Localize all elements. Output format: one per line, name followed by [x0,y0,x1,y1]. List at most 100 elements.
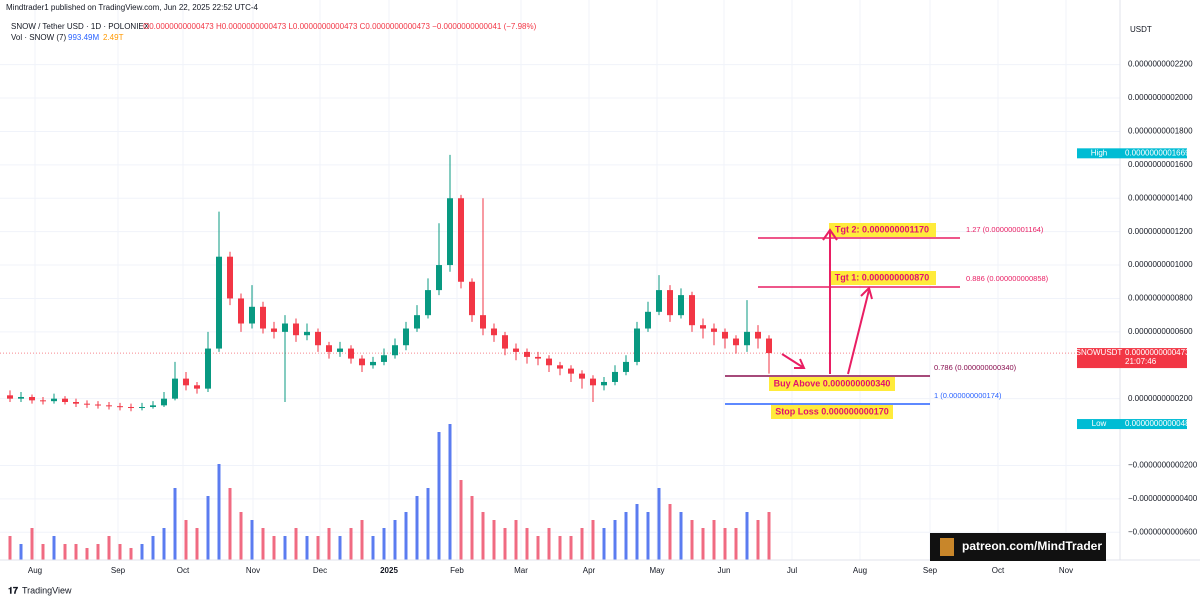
candle-body [546,358,552,366]
volume-bar [624,512,628,560]
candle-body [249,306,255,324]
candle-body [722,331,728,339]
volume-bar [338,536,342,560]
candle-body [403,328,409,346]
candle-body [7,395,13,399]
candle-body [172,378,178,399]
volume-bar [74,544,78,560]
x-tick-label: May [649,566,664,575]
volume-pane [8,424,771,560]
volume-bar [327,528,331,560]
candle-body [381,355,387,362]
volume-bar [371,536,375,560]
candles [7,154,772,412]
x-tick-label: Aug [28,566,42,575]
x-tick-label: Apr [583,566,596,575]
fib-label: 1.27 (0.000000001164) [966,225,1044,234]
arrow [822,228,838,374]
volume-bar [305,536,309,560]
y-tick-label: 0.0000000001000 [1128,260,1193,269]
volume-bar [228,488,232,560]
candle-body [73,402,79,404]
candle-body [535,356,541,359]
published-line: Mindtrader1 published on TradingView.com… [6,3,259,12]
volume-bar [316,536,320,560]
volume-bar [217,464,221,560]
high-tag-value-box [1122,148,1187,159]
candle-body [348,348,354,359]
candle-body [502,335,508,349]
volume-bar [602,528,606,560]
currency: USDT [1130,25,1152,34]
volume-bar [206,496,210,560]
footer: TradingView [22,585,72,595]
volume-bar [591,520,595,560]
low-tag-box [1077,419,1122,430]
candle-body [700,325,706,329]
volume-bar [448,424,452,560]
stop-label: Stop Loss 0.000000000170 [775,406,889,416]
fib-label: 0.786 (0.000000000340) [934,363,1017,372]
watermark-box [930,533,1106,561]
x-tick-label: Sep [111,566,126,575]
candle-body [634,328,640,362]
volume-bar [41,544,45,560]
candle-body [447,198,453,266]
ohlc: O0.0000000000473 H0.0000000000473 L0.000… [143,22,537,31]
candle-body [524,351,530,357]
volume-bar [8,536,12,560]
last-tag-label: SNOWUSDT [1076,348,1123,357]
volume-bar [63,544,67,560]
volume-bar [470,496,474,560]
candle-body [95,404,101,406]
label-box [829,271,936,285]
candle-body [18,396,24,399]
candle-body [238,298,244,324]
target-label: Tgt 2: 0.000000001170 [835,224,929,234]
candle-body [513,348,519,352]
volume-bar [349,528,353,560]
volume-bar [426,488,430,560]
volume-bar [459,480,463,560]
arrow [781,353,806,369]
footer-logo: 𝟏𝟕 [8,585,18,595]
x-tick-label: Mar [514,566,528,575]
candle-body [711,328,717,332]
volume-bar [85,548,89,560]
candle-body [117,406,123,408]
candle-body [612,371,618,382]
x-tick-label: Nov [1059,566,1073,575]
candle-body [579,373,585,379]
last-tag-value: 0.0000000000473 [1125,348,1190,357]
low-tag-label: Low [1092,419,1107,428]
candle-body [282,323,288,332]
candle-body [62,398,68,403]
volume-bar [712,520,716,560]
y-tick-label: 0.0000000000800 [1128,294,1193,303]
label-box [769,377,895,391]
volume-bar [569,536,573,560]
volume-bar [481,512,485,560]
candle-body [260,306,266,329]
x-tick-label: Jul [787,566,797,575]
volume-bar [492,520,496,560]
annotations: 1.27 (0.000000001164) 0.886 (0.000000000… [725,223,1049,419]
symbol: SNOW / Tether USD · 1D · POLONIEX [11,22,150,31]
volume-bar [734,528,738,560]
arrow [847,286,873,375]
candle-body [766,338,772,354]
volume-bar [162,528,166,560]
candle-body [392,345,398,356]
volume-bar [613,520,617,560]
candle-body [469,281,475,316]
last-tag-value-box [1122,348,1187,369]
candle-body [458,198,464,282]
candle-body [568,368,574,374]
volume-bar [239,512,243,560]
watermark-icon [940,538,954,556]
candle-body [733,338,739,346]
candle-body [227,256,233,299]
candle-body [128,407,134,409]
candle-body [139,407,145,409]
volume-bar [668,504,672,560]
